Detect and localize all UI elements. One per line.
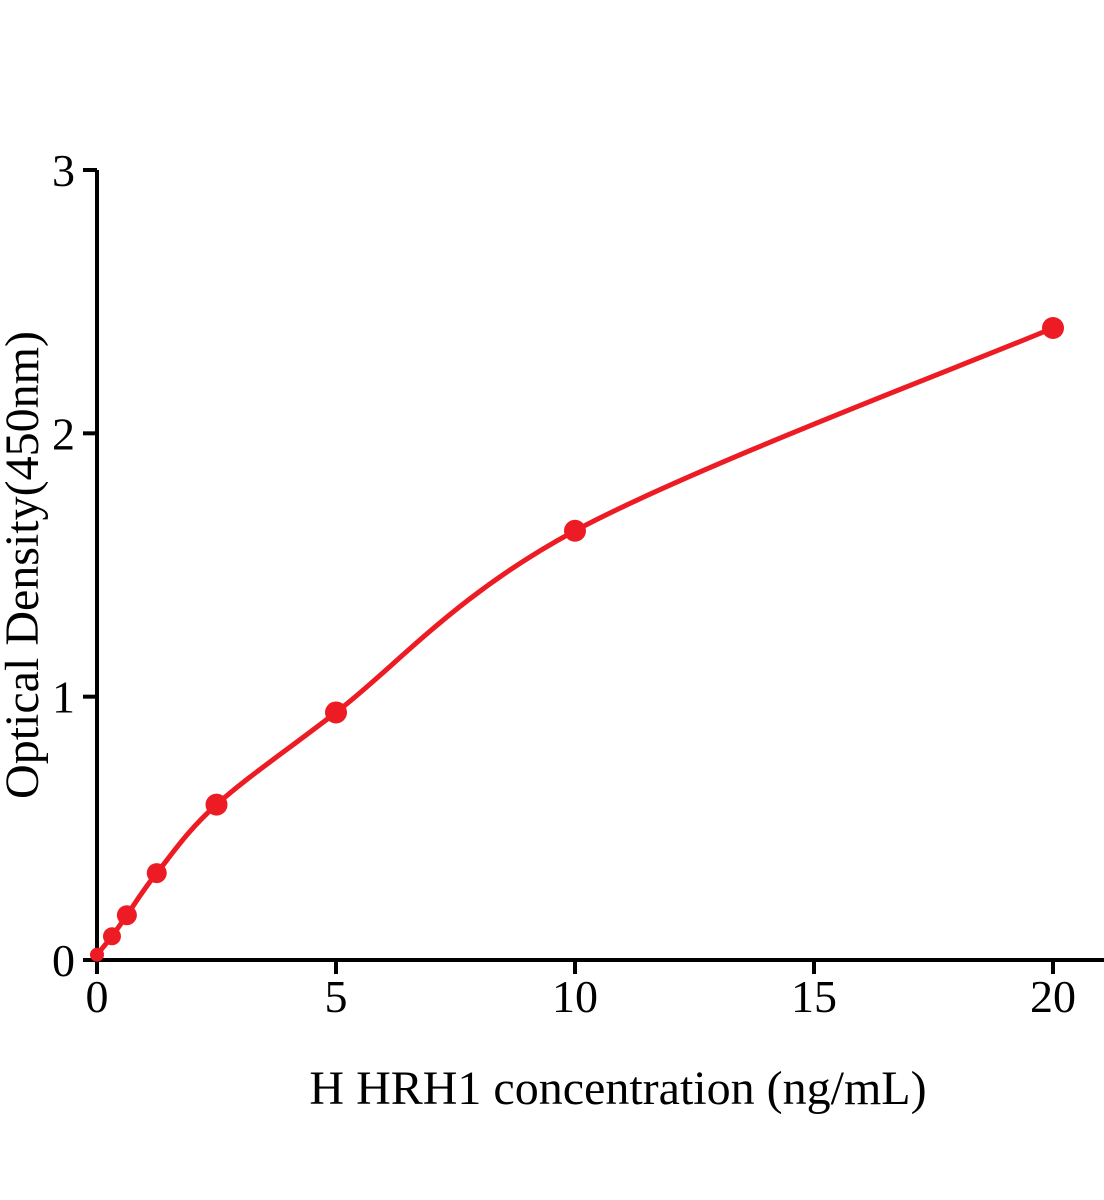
data-point <box>205 793 228 816</box>
standard-curve-path <box>94 325 1056 958</box>
fitted-curve <box>94 325 1056 958</box>
axis-lines <box>95 170 1104 962</box>
data-point <box>90 947 104 962</box>
y-tick-label: 1 <box>52 672 75 723</box>
data-points <box>90 317 1064 962</box>
x-tick-label: 0 <box>86 971 109 1022</box>
data-point <box>102 927 121 946</box>
data-point <box>325 701 347 724</box>
tick-labels: 0 5 10 15 20 0 1 2 3 <box>52 145 1076 1022</box>
data-point <box>1042 317 1064 339</box>
data-point <box>116 905 137 926</box>
tick-marks <box>83 168 1055 974</box>
y-tick-label: 0 <box>52 935 75 986</box>
y-tick-label: 3 <box>52 145 75 196</box>
data-point <box>146 863 167 884</box>
x-axis-title: H HRH1 concentration (ng/mL) <box>309 1062 926 1115</box>
x-tick-label: 15 <box>791 971 837 1022</box>
y-tick-label: 2 <box>52 408 75 459</box>
y-axis-title: Optical Density(450nm) <box>0 331 49 799</box>
x-tick-label: 20 <box>1030 971 1076 1022</box>
x-tick-label: 5 <box>325 971 348 1022</box>
data-point <box>564 519 586 542</box>
x-tick-label: 10 <box>552 971 598 1022</box>
axes <box>95 170 1104 962</box>
